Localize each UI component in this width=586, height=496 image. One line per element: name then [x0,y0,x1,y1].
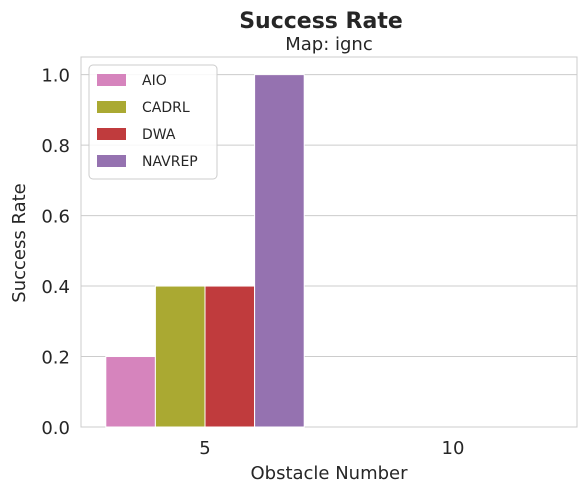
legend-label-aio: AIO [142,73,167,89]
x-tick-label: 10 [442,438,465,459]
bars [105,74,305,428]
y-tick-label: 0.8 [41,136,70,157]
x-axis-label: Obstacle Number [250,463,408,484]
y-tick-labels: 0.0 0.2 0.4 0.6 0.8 1.0 [41,66,70,439]
chart-subtitle: Map: ignc [285,34,373,55]
chart-title: Success Rate [239,9,403,34]
y-tick-label: 0.0 [41,418,70,439]
bar-navrep-5 [254,74,305,428]
bar-aio-5 [105,356,156,428]
legend-label-cadrl: CADRL [142,100,190,116]
x-tick-label: 5 [199,438,210,459]
legend-frame [88,64,218,180]
y-tick-label: 0.4 [41,277,70,298]
legend-label-navrep: NAVREP [142,154,198,170]
legend-swatch-cadrl [97,101,126,113]
legend-swatch-aio [97,74,126,86]
x-tick-labels: 5 10 [199,438,464,459]
legend-swatch-dwa [97,128,126,140]
y-tick-label: 1.0 [41,66,70,87]
legend-label-dwa: DWA [142,127,176,143]
legend-swatch-navrep [97,155,126,167]
bar-cadrl-5 [154,285,206,428]
y-tick-label: 0.2 [41,348,70,369]
plot-area-frame [80,56,578,428]
y-axis-label: Success Rate [9,183,30,302]
y-tick-label: 0.6 [41,207,70,228]
bar-dwa-5 [204,285,256,428]
legend: AIO CADRL DWA NAVREP [88,64,218,180]
